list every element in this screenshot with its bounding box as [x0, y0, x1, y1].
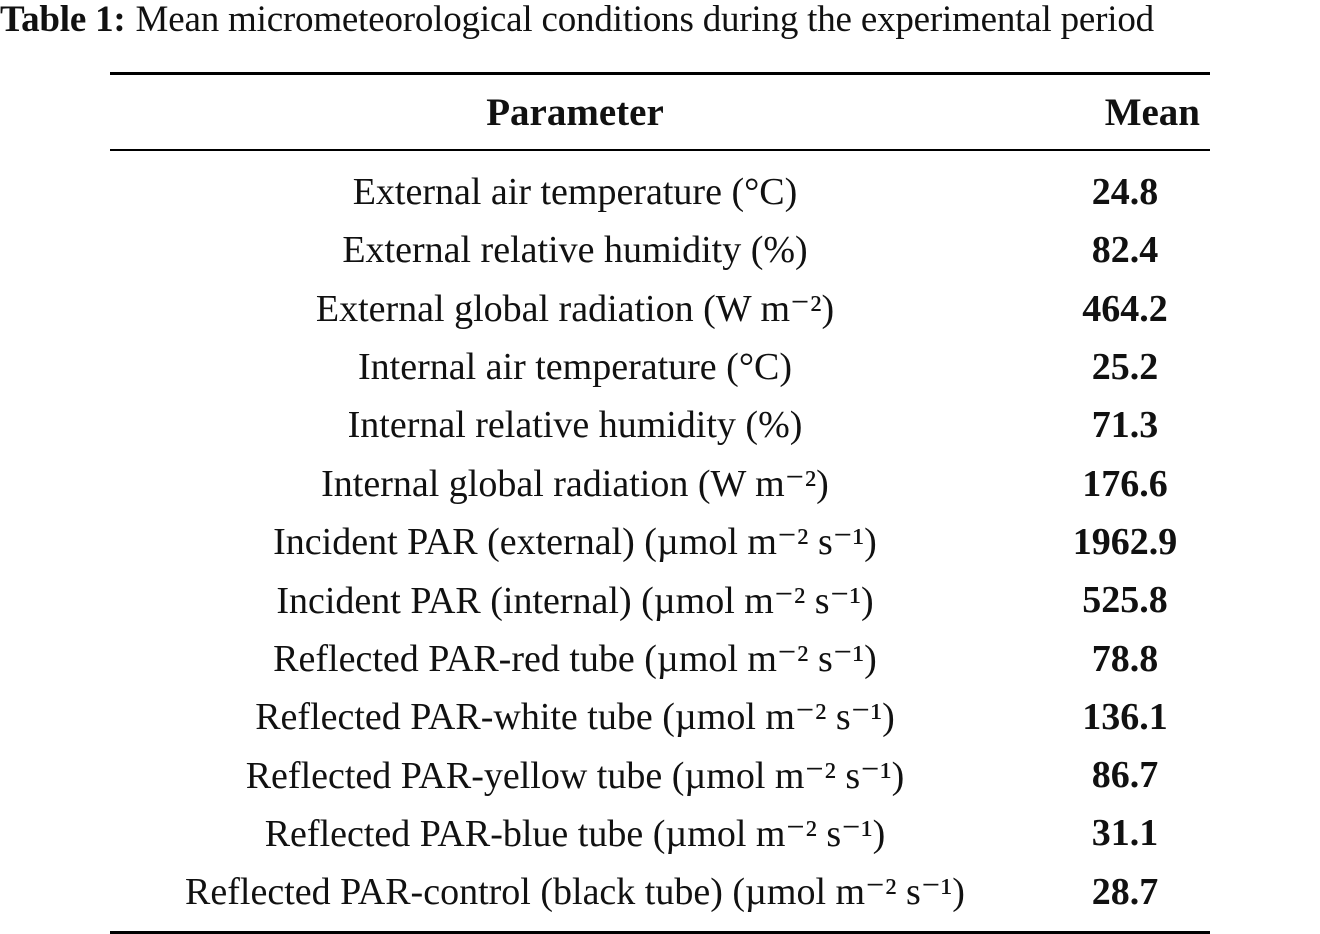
parameter-cell: Incident PAR (external) (µmol m⁻² s⁻¹)	[273, 521, 877, 564]
parameter-cell: Reflected PAR-yellow tube (µmol m⁻² s⁻¹)	[245, 754, 905, 797]
parameter-cell: Internal global radiation (W m⁻²)	[321, 463, 829, 506]
table-caption: Table 1: Mean micrometeorological conditi…	[0, 0, 1320, 44]
table-row: Internal air temperature (°C) 25.2	[110, 338, 1210, 396]
mean-cell: 24.8	[1091, 171, 1159, 214]
mean-cell: 136.1	[1082, 695, 1168, 738]
header-parameter: Parameter	[486, 90, 664, 134]
parameter-cell: Internal relative humidity (%)	[347, 404, 803, 447]
mean-cell: 25.2	[1091, 346, 1159, 389]
table-row: External air temperature (°C) 24.8	[110, 163, 1210, 221]
mean-cell: 1962.9	[1072, 520, 1178, 563]
table-row: Reflected PAR-blue tube (µmol m⁻² s⁻¹) 3…	[110, 804, 1210, 862]
mean-cell: 176.6	[1082, 462, 1168, 505]
table-header-row: Parameter Mean	[110, 75, 1210, 149]
table-row: Reflected PAR-red tube (µmol m⁻² s⁻¹) 78…	[110, 629, 1210, 687]
mean-cell: 525.8	[1082, 579, 1168, 622]
header-rule	[110, 149, 1210, 151]
parameter-cell: External air temperature (°C)	[352, 171, 798, 214]
parameter-cell: Reflected PAR-blue tube (µmol m⁻² s⁻¹)	[264, 812, 886, 855]
table-row: Internal relative humidity (%) 71.3	[110, 396, 1210, 454]
table-row: Incident PAR (external) (µmol m⁻² s⁻¹) 1…	[110, 513, 1210, 571]
mean-cell: 31.1	[1091, 812, 1159, 855]
top-rule	[110, 72, 1210, 75]
caption-text: Mean micrometeorological conditions duri…	[135, 0, 1155, 40]
mean-cell: 28.7	[1091, 870, 1159, 913]
table-row: External global radiation (W m⁻²) 464.2	[110, 280, 1210, 338]
data-table: Parameter Mean External air temperature …	[110, 72, 1210, 934]
parameter-cell: Internal air temperature (°C)	[357, 346, 793, 389]
parameter-cell: Reflected PAR-control (black tube) (µmol…	[185, 871, 965, 914]
table-row: External relative humidity (%) 82.4	[110, 221, 1210, 279]
table-row: Incident PAR (internal) (µmol m⁻² s⁻¹) 5…	[110, 571, 1210, 629]
table-row: Internal global radiation (W m⁻²) 176.6	[110, 454, 1210, 512]
table-row: Reflected PAR-control (black tube) (µmol…	[110, 863, 1210, 921]
bottom-rule	[110, 930, 1210, 934]
mean-cell: 78.8	[1091, 637, 1159, 680]
parameter-cell: Reflected PAR-white tube (µmol m⁻² s⁻¹)	[255, 696, 895, 739]
mean-cell: 86.7	[1091, 754, 1159, 797]
caption-label: Table 1:	[0, 0, 126, 40]
table-body: External air temperature (°C) 24.8 Exter…	[110, 151, 1210, 931]
parameter-cell: External global radiation (W m⁻²)	[315, 288, 835, 331]
mean-cell: 82.4	[1091, 229, 1159, 272]
mean-cell: 71.3	[1091, 404, 1159, 447]
table-row: Reflected PAR-white tube (µmol m⁻² s⁻¹) …	[110, 688, 1210, 746]
table-row: Reflected PAR-yellow tube (µmol m⁻² s⁻¹)…	[110, 746, 1210, 804]
parameter-cell: External relative humidity (%)	[342, 229, 808, 272]
mean-cell: 464.2	[1082, 287, 1168, 330]
parameter-cell: Reflected PAR-red tube (µmol m⁻² s⁻¹)	[273, 638, 877, 681]
parameter-cell: Incident PAR (internal) (µmol m⁻² s⁻¹)	[276, 579, 874, 622]
header-mean: Mean	[1104, 90, 1200, 134]
